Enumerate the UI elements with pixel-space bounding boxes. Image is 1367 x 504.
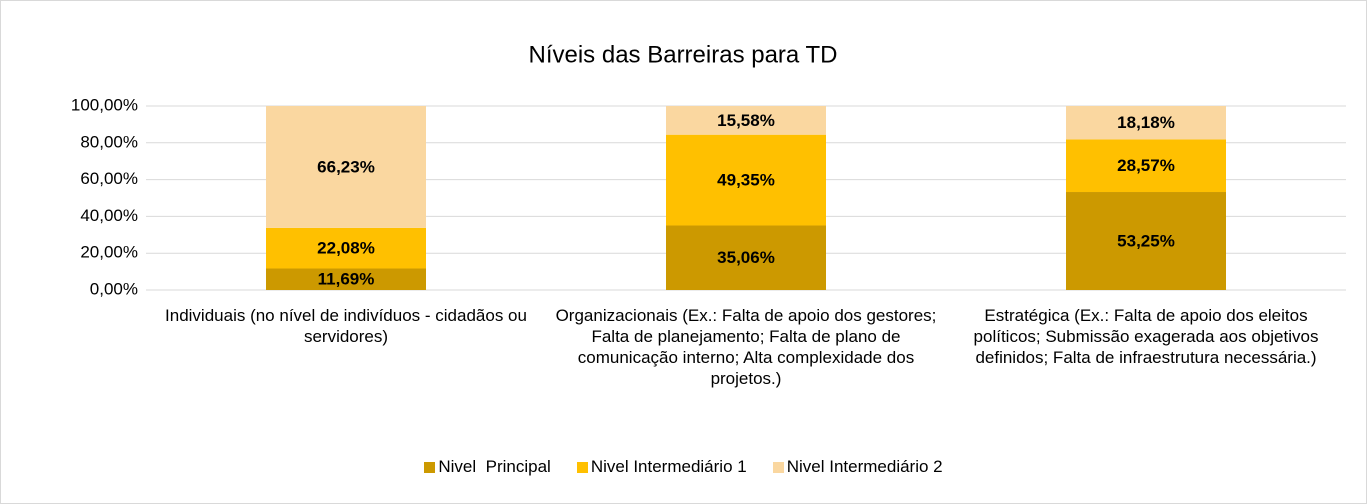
data-label: 66,23% xyxy=(317,157,375,176)
legend-swatch xyxy=(576,461,588,473)
legend-label: Nivel Principal xyxy=(438,457,551,476)
y-tick-label: 80,00% xyxy=(80,132,138,151)
chart-title: Níveis das Barreiras para TD xyxy=(529,41,838,68)
legend-label: Nivel Intermediário 1 xyxy=(590,457,747,476)
y-tick-label: 0,00% xyxy=(90,279,138,298)
bar-segment xyxy=(666,225,826,290)
legend-swatch xyxy=(772,461,784,473)
data-label: 22,08% xyxy=(317,239,375,258)
bar-segment xyxy=(666,106,826,135)
data-label: 35,06% xyxy=(717,248,775,267)
x-tick-label: Organizacionais (Ex.: Falta de apoio dos… xyxy=(555,306,937,388)
bar-segment xyxy=(1066,139,1226,193)
data-label: 18,18% xyxy=(1117,113,1175,132)
bar-segment xyxy=(266,106,426,228)
y-tick-label: 20,00% xyxy=(80,243,138,262)
bar-segment xyxy=(266,227,426,269)
legend-item: Nivel Intermediário 1 xyxy=(576,457,747,477)
legend-label: Nivel Intermediário 2 xyxy=(786,457,943,476)
data-label: 15,58% xyxy=(717,111,775,130)
bar-segment xyxy=(1066,106,1226,140)
data-label: 28,57% xyxy=(1117,156,1175,175)
legend: Nivel Principal Nivel Intermediário 1 Nive… xyxy=(1,457,1366,477)
legend-item: Nivel Intermediário 2 xyxy=(772,457,943,477)
data-label: 11,69% xyxy=(318,270,375,289)
legend-item: Nivel Principal xyxy=(424,457,551,477)
bar-segment xyxy=(266,268,426,290)
y-tick-label: 60,00% xyxy=(80,169,138,188)
y-tick-label: 40,00% xyxy=(80,206,138,225)
bar-segment xyxy=(1066,192,1226,290)
x-tick-label: Individuais (no nível de indivíduos - ci… xyxy=(165,306,527,346)
x-tick-label: Estratégica (Ex.: Falta de apoio dos ele… xyxy=(973,306,1319,367)
data-label: 49,35% xyxy=(717,171,775,190)
y-tick-label: 100,00% xyxy=(71,95,138,114)
data-label: 53,25% xyxy=(1117,231,1175,250)
bar-segment xyxy=(666,134,826,226)
legend-swatch xyxy=(424,461,436,473)
